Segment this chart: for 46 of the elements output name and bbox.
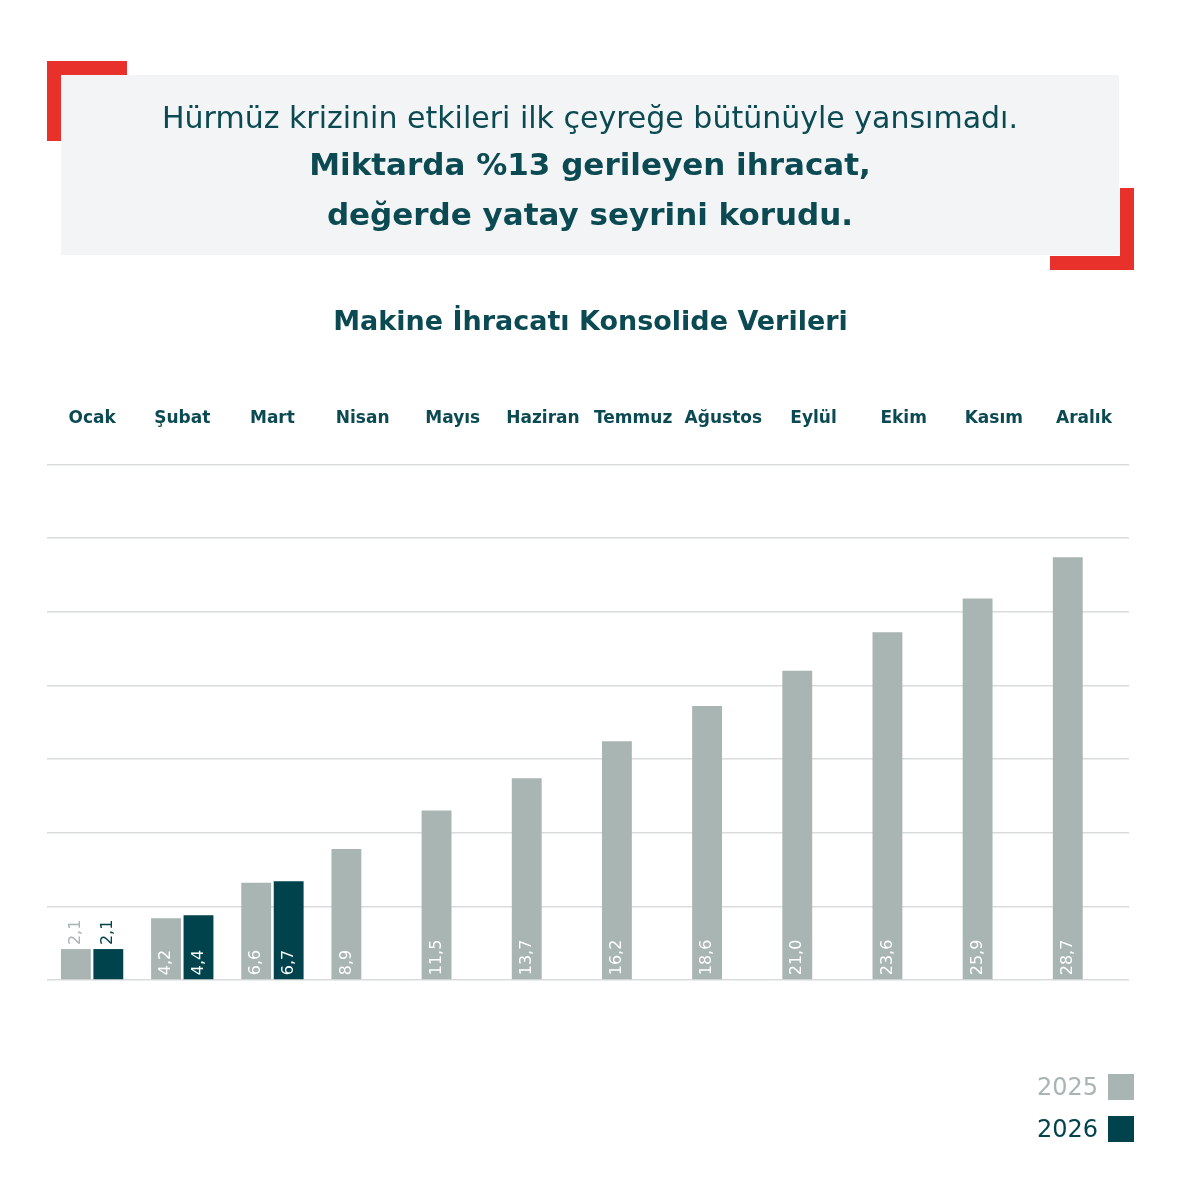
x-tick-label: Ağustos [684,406,763,427]
text: Miktarda %13 gerileyen ihracat, değerde yatay seyrini korudu. [308,145,872,234]
x-tick-label: Ekim [880,406,927,427]
data-label: 2,1 [65,919,85,946]
bar [241,882,272,980]
data-label: 6,6 [245,949,265,976]
data-label: 4,2 [155,949,175,976]
x-tick-label: Ocak [68,406,117,427]
data-label: 25,9 [966,939,986,976]
bar [60,949,91,980]
legend-label: 2025 [1036,1073,1098,1101]
bar [1052,557,1083,980]
bar [692,706,723,980]
x-tick-label: Nisan [335,406,390,427]
data-label: 11,5 [425,939,445,976]
x-tick-label: Haziran [506,406,580,427]
bar [93,949,124,980]
data-label: 28,7 [1056,939,1076,976]
data-label: 18,6 [696,939,716,976]
x-tick-label: Eylül [790,406,837,427]
bar [782,670,813,980]
data-label: 2,1 [97,919,117,946]
bar [331,848,362,980]
x-tick-label: Aralık [1056,406,1113,427]
chart-title: Makine İhracatı Konsolide Verileri [332,305,849,336]
x-tick-label: Mart [249,406,295,427]
data-label: 13,7 [515,939,535,976]
x-tick-label: Mayıs [425,406,481,427]
bar [273,881,304,980]
bar [511,778,542,980]
data-label: 23,6 [876,939,896,976]
bar [601,741,632,980]
x-tick-label: Temmuz [593,406,673,427]
text: Hürmüz krizinin etkileri ilk çeyreğe bütünüyle yansımadı. [161,99,1019,137]
bar [962,598,993,980]
x-tick-label: Şubat [154,406,211,427]
data-label: 6,7 [277,949,297,976]
bar [872,632,903,980]
legend-label: 2026 [1036,1115,1098,1143]
x-tick-label: Kasım [964,406,1023,427]
data-label: 4,4 [187,949,207,976]
data-label: 21,0 [786,939,806,976]
data-label: 8,9 [335,949,355,976]
data-label: 16,2 [606,939,626,976]
bar [151,918,181,980]
bar [421,810,452,980]
